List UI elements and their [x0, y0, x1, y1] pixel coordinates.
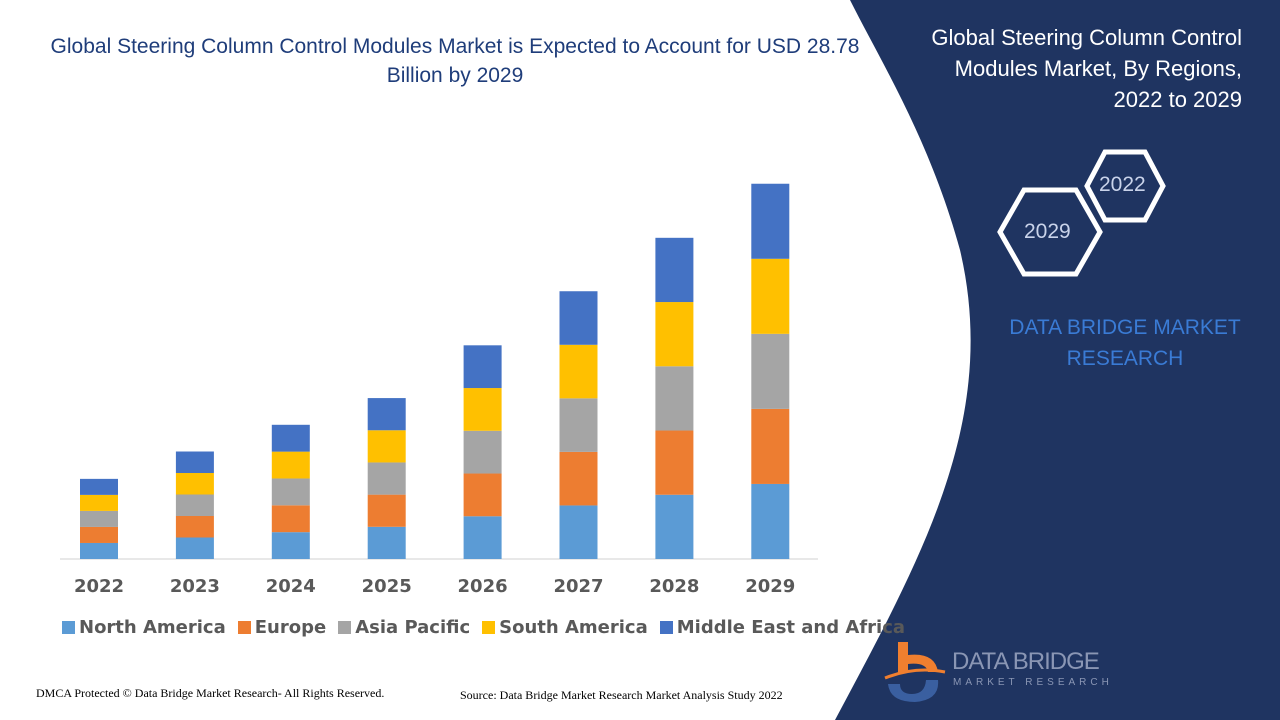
bar-2028-south-america — [655, 302, 694, 367]
legend-label: Middle East and Africa — [676, 617, 906, 638]
side-panel — [835, 0, 1280, 720]
x-tick-label: 2022 — [74, 576, 124, 597]
bar-2022-asia-pacific — [80, 510, 118, 527]
bar-2028-asia-pacific — [655, 366, 694, 431]
source-footer: Source: Data Bridge Market Research Mark… — [460, 688, 783, 702]
bar-2029-asia-pacific — [751, 333, 790, 409]
bar-2026-south-america — [463, 388, 502, 431]
legend-swatch — [62, 621, 75, 634]
legend-item: South America — [482, 617, 648, 638]
legend-label: Europe — [254, 617, 327, 638]
bar-2025-europe — [367, 494, 406, 527]
hexagon-2022 — [1084, 149, 1166, 223]
legend-label: North America — [79, 617, 226, 638]
x-tick-label: 2028 — [649, 576, 699, 597]
bar-2024-north-america — [271, 532, 310, 559]
bar-2027-middle-east-and-africa — [559, 291, 598, 345]
bars-group — [80, 183, 790, 559]
bar-2026-middle-east-and-africa — [463, 345, 502, 389]
bar-2025-north-america — [367, 526, 406, 559]
x-tick-label: 2025 — [362, 576, 412, 597]
bar-2027-asia-pacific — [559, 398, 598, 452]
bar-2024-south-america — [271, 451, 310, 479]
logo-text: DATA BRIDGE — [952, 648, 1100, 675]
hex-year-2029: 2029 — [1024, 220, 1071, 243]
bar-2025-middle-east-and-africa — [367, 398, 406, 431]
legend-item: Middle East and Africa — [659, 617, 906, 638]
bar-2023-middle-east-and-africa — [175, 451, 214, 474]
x-tick-label: 2027 — [553, 576, 603, 597]
legend-item: North America — [62, 617, 226, 638]
bar-2027-south-america — [559, 344, 598, 399]
bar-2028-north-america — [655, 494, 694, 559]
bar-2029-europe — [751, 408, 790, 484]
legend: North America Europe Asia Pacific South Ame… — [62, 617, 905, 638]
bar-2029-middle-east-and-africa — [751, 183, 790, 259]
bar-2026-north-america — [463, 516, 502, 559]
legend-swatch — [482, 621, 496, 634]
bar-2027-north-america — [559, 505, 598, 559]
x-tick-labels: 2022 2023 2024 2025 2026 2027 2028 2029 — [74, 576, 795, 597]
x-tick-label: 2024 — [266, 576, 316, 597]
bar-2026-asia-pacific — [463, 430, 502, 474]
logo-subtext: MARKET RESEARCH — [953, 677, 1113, 688]
bar-2022-north-america — [80, 542, 118, 559]
bar-2029-south-america — [751, 258, 790, 334]
legend-swatch — [237, 621, 251, 634]
legend-item: Asia Pacific — [338, 617, 470, 638]
bar-2022-middle-east-and-africa — [80, 478, 118, 495]
legend-label: Asia Pacific — [355, 617, 471, 638]
legend-label: South America — [499, 617, 648, 638]
bar-2023-south-america — [175, 473, 214, 495]
bar-2028-middle-east-and-africa — [655, 237, 694, 303]
x-tick-label: 2023 — [170, 576, 220, 597]
bar-2029-north-america — [751, 483, 790, 559]
side-panel-title: Global Steering Column Control Modules M… — [931, 25, 1242, 112]
bar-2022-south-america — [80, 494, 118, 511]
chart-title: Global Steering Column Control Modules M… — [50, 35, 860, 87]
hex-year-2022: 2022 — [1099, 173, 1146, 196]
x-tick-label: 2026 — [458, 576, 508, 597]
legend-swatch — [338, 621, 352, 634]
bar-2025-asia-pacific — [367, 462, 406, 495]
bar-2023-europe — [175, 516, 214, 538]
bar-2024-asia-pacific — [271, 478, 310, 506]
x-tick-label: 2029 — [745, 576, 795, 597]
brand-text: DATA BRIDGE MARKET RESEARCH — [1009, 316, 1241, 370]
legend-item: Europe — [237, 617, 327, 638]
bar-2025-south-america — [367, 430, 406, 463]
bar-2023-asia-pacific — [175, 494, 214, 517]
bar-2023-north-america — [175, 537, 214, 559]
bar-2027-europe — [559, 451, 598, 506]
bar-2022-europe — [80, 526, 118, 543]
bar-2028-europe — [655, 430, 694, 495]
bar-2026-europe — [463, 473, 502, 517]
legend-swatch — [659, 621, 673, 634]
bar-2024-europe — [271, 505, 310, 533]
logo-icon — [884, 642, 946, 702]
bar-2024-middle-east-and-africa — [271, 424, 310, 452]
hexagon-2029 — [997, 187, 1103, 277]
copyright-footer: DMCA Protected © Data Bridge Market Rese… — [36, 686, 385, 700]
